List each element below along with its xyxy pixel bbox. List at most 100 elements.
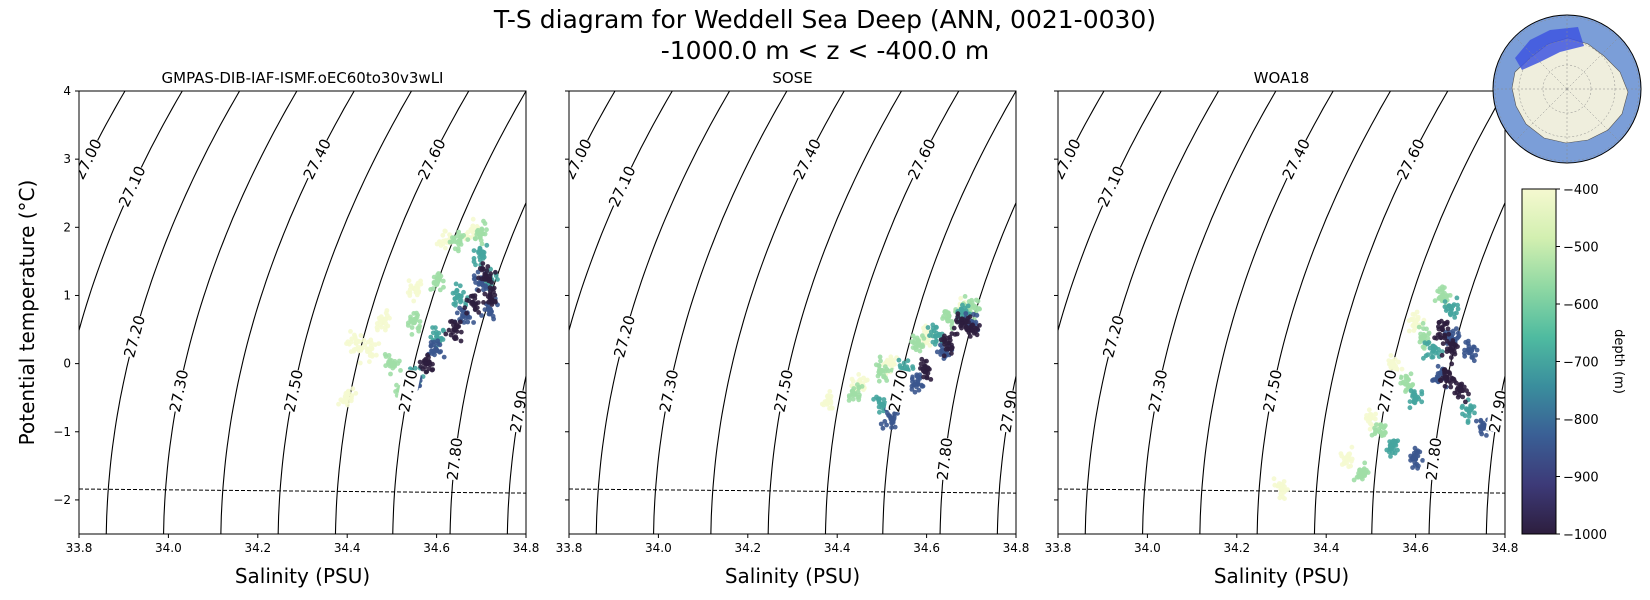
data-point	[450, 235, 455, 241]
data-point	[464, 310, 469, 316]
data-point	[876, 396, 882, 402]
data-point	[383, 363, 389, 369]
data-point	[457, 238, 463, 244]
data-point	[942, 339, 947, 345]
data-point	[928, 377, 934, 382]
data-point	[488, 271, 494, 277]
data-point	[882, 368, 888, 374]
data-point	[1339, 453, 1345, 459]
data-point	[374, 352, 379, 358]
colorbar-tick-label: −400	[1563, 183, 1599, 198]
map-gridline	[1566, 88, 1620, 142]
data-point	[493, 269, 498, 275]
x-tick-label: 33.8	[1045, 541, 1072, 555]
data-point	[963, 311, 969, 316]
x-tick-label: 34.0	[1134, 541, 1161, 555]
data-point	[1448, 355, 1454, 360]
isopycnal-line	[710, 91, 845, 534]
data-point	[398, 368, 403, 373]
data-point	[922, 359, 927, 365]
data-point	[949, 351, 954, 356]
data-point	[1281, 479, 1287, 484]
data-point	[450, 290, 456, 296]
axes-frame	[1057, 90, 1506, 535]
data-point	[1430, 354, 1436, 360]
contour-label: 27.80	[443, 437, 466, 482]
data-point	[479, 227, 485, 233]
data-point	[882, 364, 888, 370]
data-point	[475, 227, 481, 233]
data-point	[1455, 394, 1461, 400]
data-point	[461, 289, 466, 295]
data-point	[958, 307, 964, 312]
isopycnal-line	[996, 373, 1016, 534]
data-point	[1459, 381, 1465, 387]
data-point	[916, 387, 922, 393]
data-point	[859, 384, 865, 389]
data-point	[1439, 318, 1444, 324]
data-point	[1471, 358, 1477, 364]
contour-label: 27.20	[1099, 313, 1128, 359]
data-point	[892, 424, 898, 430]
data-point	[1460, 411, 1465, 417]
data-point	[411, 298, 417, 304]
data-point	[336, 401, 341, 407]
data-point	[1464, 388, 1469, 394]
data-point	[880, 425, 886, 431]
data-point	[877, 354, 883, 360]
contour-label: 27.30	[1145, 368, 1171, 414]
data-point	[344, 400, 350, 406]
map-gridline	[1566, 36, 1620, 90]
contour-label-bg	[443, 437, 467, 481]
panel-title: WOA18	[1254, 69, 1310, 87]
isopycnal-line	[392, 91, 526, 534]
contour-label-bg	[933, 437, 957, 481]
isopycnal-line	[1199, 91, 1334, 534]
data-point	[459, 234, 465, 240]
data-point	[383, 327, 388, 333]
isopycnal-line	[220, 91, 355, 534]
data-point	[1454, 310, 1459, 316]
data-point	[945, 318, 951, 324]
data-point	[1345, 457, 1351, 462]
data-point	[457, 319, 463, 325]
data-point	[1469, 352, 1475, 358]
data-point	[489, 280, 494, 285]
data-point	[482, 221, 488, 226]
contour-label-bg	[1485, 389, 1505, 434]
data-point	[876, 363, 882, 368]
data-point	[898, 365, 903, 370]
data-point	[951, 325, 957, 331]
data-point	[435, 338, 441, 344]
y-tick-label: −1	[53, 425, 71, 439]
data-point	[480, 253, 486, 259]
data-point	[1405, 378, 1410, 383]
data-point	[472, 293, 478, 298]
data-point	[397, 358, 402, 364]
isopycnal-line	[105, 91, 241, 534]
data-point	[1440, 341, 1446, 346]
data-point	[858, 377, 863, 382]
map-gridline	[1514, 88, 1568, 142]
data-point	[473, 301, 479, 307]
x-tick-label: 34.2	[734, 541, 761, 555]
data-point	[372, 342, 378, 347]
data-point	[428, 334, 434, 340]
data-point	[1455, 306, 1461, 312]
colorbar-gradient	[1521, 188, 1557, 535]
data-point	[484, 274, 489, 279]
data-point	[344, 341, 349, 346]
isopycnal-line	[1371, 91, 1505, 534]
data-point	[354, 346, 360, 352]
map-gridline	[1514, 36, 1568, 90]
data-point	[492, 292, 498, 298]
panel-sose: 27.0027.1027.2027.3027.4027.5027.6027.70…	[556, 69, 1030, 588]
data-point	[1472, 410, 1477, 416]
data-point	[361, 337, 367, 343]
contour-label: 27.10	[605, 163, 639, 210]
data-point	[1471, 344, 1477, 350]
data-point	[448, 319, 453, 324]
colorbar-tick-label: −500	[1563, 241, 1599, 256]
data-point	[411, 319, 417, 325]
data-point	[1479, 431, 1485, 437]
